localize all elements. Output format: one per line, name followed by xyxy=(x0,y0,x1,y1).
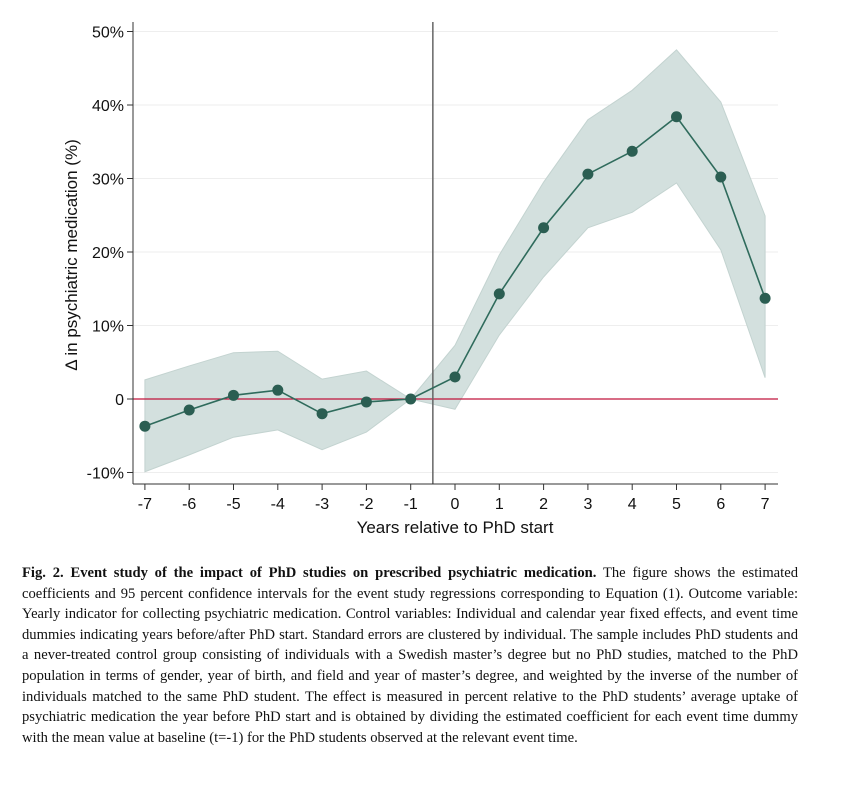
coefficient-points xyxy=(139,111,771,432)
y-axis-label: Δ in psychiatric medication (%) xyxy=(62,139,81,371)
x-tick-label: 0 xyxy=(451,496,460,513)
data-point xyxy=(139,420,151,432)
x-tick-label: 6 xyxy=(716,496,725,513)
data-point xyxy=(493,288,505,300)
x-axis-label: Years relative to PhD start xyxy=(357,518,554,537)
y-tick-label: 0 xyxy=(115,392,124,409)
y-tick-label: -10% xyxy=(87,466,124,483)
y-tick-label: 10% xyxy=(92,319,124,336)
x-tick-label: 7 xyxy=(761,496,770,513)
confidence-interval-band xyxy=(144,49,766,473)
data-point xyxy=(228,389,239,401)
x-tick-label: -6 xyxy=(182,496,196,513)
x-tick-label: 5 xyxy=(672,496,681,513)
x-tick-label: 1 xyxy=(495,496,504,513)
x-tick-label: 2 xyxy=(539,496,548,513)
x-tick-label: -7 xyxy=(138,496,152,513)
figure-caption: Fig. 2. Event study of the impact of PhD… xyxy=(22,563,798,748)
data-point xyxy=(671,111,682,123)
x-tick-label: 4 xyxy=(628,496,637,513)
x-tick-label: -3 xyxy=(315,496,329,513)
data-point xyxy=(405,393,417,405)
y-tick-label: 30% xyxy=(92,172,124,189)
y-tick-label: 50% xyxy=(92,25,124,42)
data-point xyxy=(183,404,195,416)
data-point xyxy=(316,408,328,420)
x-tick-label: -2 xyxy=(359,496,373,513)
data-point xyxy=(715,171,727,183)
y-tick-label: 40% xyxy=(92,98,124,115)
x-tick-label: 3 xyxy=(583,496,592,513)
data-point xyxy=(449,371,461,383)
data-point xyxy=(626,145,638,157)
axes: -10% 0 10% 20% 30% 40% 50% -7 -6 -5 -4 -3 -2 -1 0 1 2 3 4 5… xyxy=(87,22,778,513)
caption-text: The figure shows the estimated coefficie… xyxy=(22,565,798,746)
data-point xyxy=(272,384,284,396)
caption-label: Fig. 2. Event study of the impact of PhD… xyxy=(22,565,597,581)
data-point xyxy=(538,222,550,234)
data-point xyxy=(360,396,372,408)
y-tick-label: 20% xyxy=(92,245,124,262)
x-tick-label: -1 xyxy=(404,496,418,513)
event-study-chart: -10% 0 10% 20% 30% 40% 50% -7 -6 -5 -4 -3 -2 -1 0 1 2 3 4 5… xyxy=(62,22,778,537)
data-point xyxy=(759,292,771,304)
data-point xyxy=(582,168,594,180)
x-tick-label: -4 xyxy=(271,496,285,513)
x-tick-label: -5 xyxy=(226,496,240,513)
